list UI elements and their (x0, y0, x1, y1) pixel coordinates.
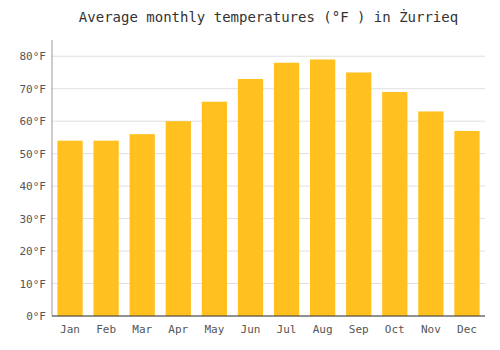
bar (93, 141, 118, 316)
x-tick-label: Oct (385, 323, 405, 336)
bar (454, 131, 479, 316)
bar (57, 141, 82, 316)
y-tick-label: 40°F (20, 180, 47, 193)
bar (382, 92, 407, 316)
y-tick-label: 70°F (20, 83, 47, 96)
x-axis-line (52, 316, 485, 317)
y-tick-label: 0°F (26, 310, 46, 323)
bar (130, 134, 155, 316)
title: Average monthly temperatures (°F ) in Żu… (79, 8, 458, 25)
x-tick-label: Mar (132, 323, 152, 336)
x-tick-label: May (204, 323, 224, 336)
x-tick-label: Feb (96, 323, 116, 336)
bar (202, 102, 227, 316)
chart-svg: Average monthly temperatures (°F ) in Żu… (0, 0, 500, 350)
bar (274, 63, 299, 316)
bar (166, 121, 191, 316)
x-tick-label: Dec (457, 323, 477, 336)
x-tick-label: Nov (421, 323, 441, 336)
bar (310, 59, 335, 316)
y-tick-label: 30°F (20, 213, 47, 226)
bars (57, 59, 479, 316)
y-tick-label: 50°F (20, 148, 47, 161)
y-tick-label: 20°F (20, 245, 47, 258)
x-tick-label: Aug (313, 323, 333, 336)
grid-line (52, 56, 485, 57)
y-axis-line (52, 40, 53, 316)
chart-container: Average monthly temperatures (°F ) in Żu… (0, 0, 500, 350)
y-tick-label: 80°F (20, 50, 47, 63)
bar (418, 111, 443, 316)
x-tick-label: Sep (349, 323, 369, 336)
y-tick-label: 60°F (20, 115, 47, 128)
x-tick-label: Jul (277, 323, 297, 336)
grid (52, 56, 485, 316)
x-tick-label: Apr (168, 323, 188, 336)
grid-line (52, 316, 485, 317)
y-tick-label: 10°F (20, 278, 47, 291)
x-tick-label: Jun (241, 323, 261, 336)
x-tick-label: Jan (60, 323, 80, 336)
grid-line (52, 88, 485, 89)
bar (346, 72, 371, 316)
bar (238, 79, 263, 316)
